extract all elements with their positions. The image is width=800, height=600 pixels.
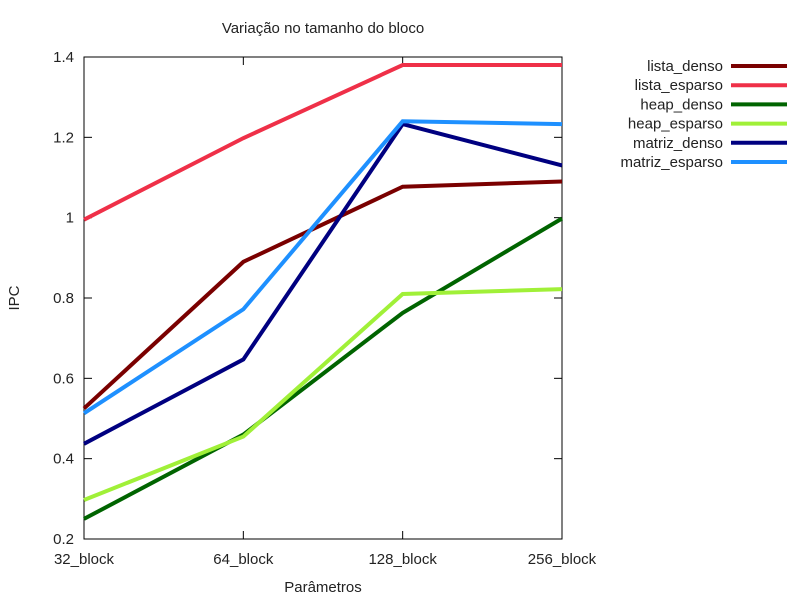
chart-title: Variação no tamanho do bloco	[222, 20, 424, 37]
y-tick-label: 0.2	[53, 531, 74, 548]
y-tick-label: 0.4	[53, 451, 74, 468]
y-tick-label: 1	[66, 210, 74, 227]
series-line-matriz-esparso	[82, 119, 563, 415]
series-line-lista-denso	[82, 179, 563, 410]
axes: 0.2 0.4 0.6 0.8 1 1.2 1.4 32_block 64_block 128_b…	[53, 49, 597, 568]
series-line-heap-denso	[83, 216, 564, 521]
series-line-heap-esparso	[83, 287, 563, 502]
y-tick-label: 1.4	[53, 49, 74, 66]
x-axis-label: Parâmetros	[284, 579, 362, 596]
x-tick-label: 128_block	[368, 551, 437, 568]
legend-label-heap-esparso: heap_esparso	[628, 116, 723, 133]
y-tick-label: 0.6	[53, 370, 74, 387]
y-tick-label: 1.2	[53, 129, 74, 146]
plot-frame	[83, 56, 563, 540]
x-tick-label: 64_block	[213, 551, 274, 568]
series-line-matriz-denso	[83, 121, 563, 446]
x-tick-label: 256_block	[528, 551, 597, 568]
legend-label-matriz-esparso: matriz_esparso	[620, 154, 723, 171]
legend-label-lista-denso: lista_denso	[647, 58, 723, 75]
legend: lista_denso lista_esparso heap_denso heap_e…	[620, 58, 787, 171]
series-line-lista-esparso	[83, 63, 562, 222]
x-tick-label: 32_block	[54, 551, 115, 568]
legend-label-matriz-denso: matriz_denso	[633, 135, 723, 152]
legend-label-heap-denso: heap_denso	[640, 96, 723, 113]
series-lines	[82, 63, 564, 521]
y-axis-label: IPC	[6, 285, 23, 310]
legend-label-lista-esparso: lista_esparso	[635, 77, 723, 94]
y-tick-label: 0.8	[53, 290, 74, 307]
